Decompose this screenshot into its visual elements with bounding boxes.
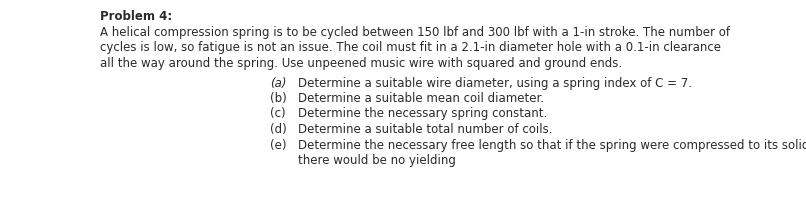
Text: A helical compression spring is to be cycled between 150 lbf and 300 lbf with a : A helical compression spring is to be cy… xyxy=(100,26,730,39)
Text: Determine the necessary spring constant.: Determine the necessary spring constant. xyxy=(298,107,547,120)
Text: (b): (b) xyxy=(270,92,287,104)
Text: Problem 4:: Problem 4: xyxy=(100,10,172,23)
Text: cycles is low, so fatigue is not an issue. The coil must fit in a 2.1-in diamete: cycles is low, so fatigue is not an issu… xyxy=(100,41,721,54)
Text: (c): (c) xyxy=(270,107,285,120)
Text: (d): (d) xyxy=(270,122,287,135)
Text: Determine a suitable wire diameter, using a spring index of C = 7.: Determine a suitable wire diameter, usin… xyxy=(298,76,692,89)
Text: (e): (e) xyxy=(270,138,286,151)
Text: Determine a suitable mean coil diameter.: Determine a suitable mean coil diameter. xyxy=(298,92,544,104)
Text: all the way around the spring. Use unpeened music wire with squared and ground e: all the way around the spring. Use unpee… xyxy=(100,57,622,70)
Text: Determine the necessary free length so that if the spring were compressed to its: Determine the necessary free length so t… xyxy=(298,138,806,151)
Text: Determine a suitable total number of coils.: Determine a suitable total number of coi… xyxy=(298,122,552,135)
Text: there would be no yielding: there would be no yielding xyxy=(298,153,456,166)
Text: (a): (a) xyxy=(270,76,286,89)
